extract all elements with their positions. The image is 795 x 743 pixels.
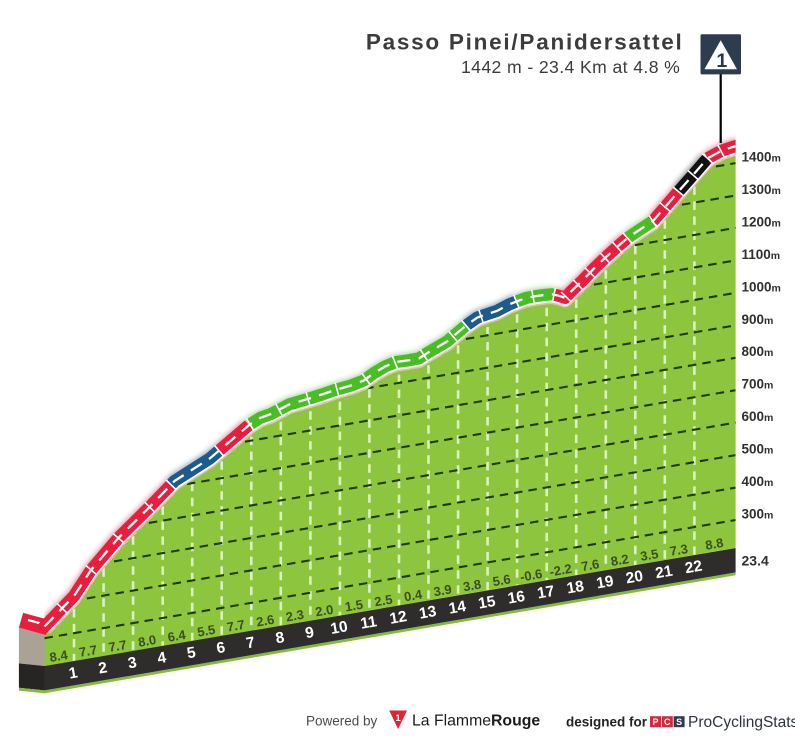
svg-text:7.6: 7.6: [580, 556, 600, 574]
svg-text:800m: 800m: [742, 344, 774, 359]
svg-text:3.5: 3.5: [639, 546, 659, 564]
svg-text:11: 11: [359, 613, 378, 633]
svg-text:La FlammeRouge: La FlammeRouge: [412, 713, 540, 730]
svg-text:7.7: 7.7: [226, 617, 246, 635]
svg-text:-0.6: -0.6: [519, 566, 544, 585]
svg-text:Powered by: Powered by: [306, 714, 378, 729]
svg-text:7.7: 7.7: [78, 642, 98, 660]
svg-text:1: 1: [68, 664, 80, 682]
svg-text:14: 14: [447, 598, 467, 618]
svg-text:8.2: 8.2: [610, 551, 630, 569]
svg-text:15: 15: [477, 593, 497, 613]
svg-text:8.8: 8.8: [704, 535, 724, 553]
svg-text:16: 16: [506, 588, 526, 608]
svg-text:C: C: [664, 717, 671, 727]
svg-text:1300m: 1300m: [742, 182, 781, 197]
svg-text:7: 7: [245, 634, 256, 652]
svg-text:21: 21: [654, 563, 674, 583]
svg-text:3.9: 3.9: [432, 581, 452, 599]
svg-text:S: S: [676, 717, 682, 727]
svg-text:22: 22: [684, 558, 704, 578]
svg-text:2.0: 2.0: [314, 602, 334, 620]
svg-text:9: 9: [304, 624, 316, 642]
svg-text:Passo Pinei/Panidersattel: Passo Pinei/Panidersattel: [366, 30, 684, 55]
svg-text:1.5: 1.5: [344, 597, 364, 615]
svg-text:1400m: 1400m: [742, 150, 781, 165]
svg-text:19: 19: [595, 573, 615, 593]
svg-text:500m: 500m: [742, 442, 774, 457]
svg-text:designed for: designed for: [566, 715, 648, 730]
svg-text:1: 1: [395, 713, 401, 724]
svg-text:18: 18: [566, 578, 586, 598]
svg-text:1000m: 1000m: [742, 279, 781, 294]
svg-text:ProCyclingStats: ProCyclingStats: [688, 714, 795, 731]
svg-text:0.4: 0.4: [403, 586, 424, 604]
svg-text:17: 17: [536, 583, 556, 603]
svg-text:2.3: 2.3: [285, 607, 305, 625]
svg-text:8: 8: [274, 629, 286, 647]
svg-text:900m: 900m: [742, 312, 774, 327]
svg-text:6.4: 6.4: [166, 627, 187, 645]
svg-text:P: P: [652, 717, 658, 727]
svg-text:7.7: 7.7: [107, 637, 127, 655]
svg-text:2.5: 2.5: [373, 592, 393, 610]
svg-text:8.4: 8.4: [48, 647, 69, 665]
svg-text:1442 m - 23.4 Km at 4.8 %: 1442 m - 23.4 Km at 4.8 %: [461, 57, 680, 77]
svg-text:6: 6: [215, 639, 227, 657]
svg-text:600m: 600m: [742, 409, 774, 424]
svg-text:8.0: 8.0: [137, 632, 157, 650]
svg-text:12: 12: [388, 608, 408, 628]
svg-text:3: 3: [127, 654, 139, 672]
svg-text:5.5: 5.5: [196, 622, 216, 640]
svg-text:1100m: 1100m: [742, 247, 781, 262]
svg-text:10: 10: [329, 618, 349, 638]
svg-text:2.6: 2.6: [255, 612, 275, 630]
svg-text:7.3: 7.3: [669, 541, 689, 559]
svg-text:4: 4: [156, 649, 168, 667]
svg-text:1200m: 1200m: [742, 214, 781, 229]
svg-text:300m: 300m: [742, 507, 774, 522]
svg-text:23.4: 23.4: [742, 553, 769, 569]
svg-text:3.8: 3.8: [462, 576, 482, 594]
svg-text:5.6: 5.6: [491, 571, 511, 589]
svg-text:5: 5: [186, 644, 198, 662]
svg-text:-2.2: -2.2: [548, 561, 573, 580]
svg-text:700m: 700m: [742, 377, 774, 392]
svg-text:1: 1: [716, 50, 727, 72]
svg-text:400m: 400m: [742, 474, 774, 489]
svg-text:20: 20: [625, 568, 645, 588]
svg-text:2: 2: [97, 659, 108, 677]
svg-text:13: 13: [418, 603, 438, 623]
